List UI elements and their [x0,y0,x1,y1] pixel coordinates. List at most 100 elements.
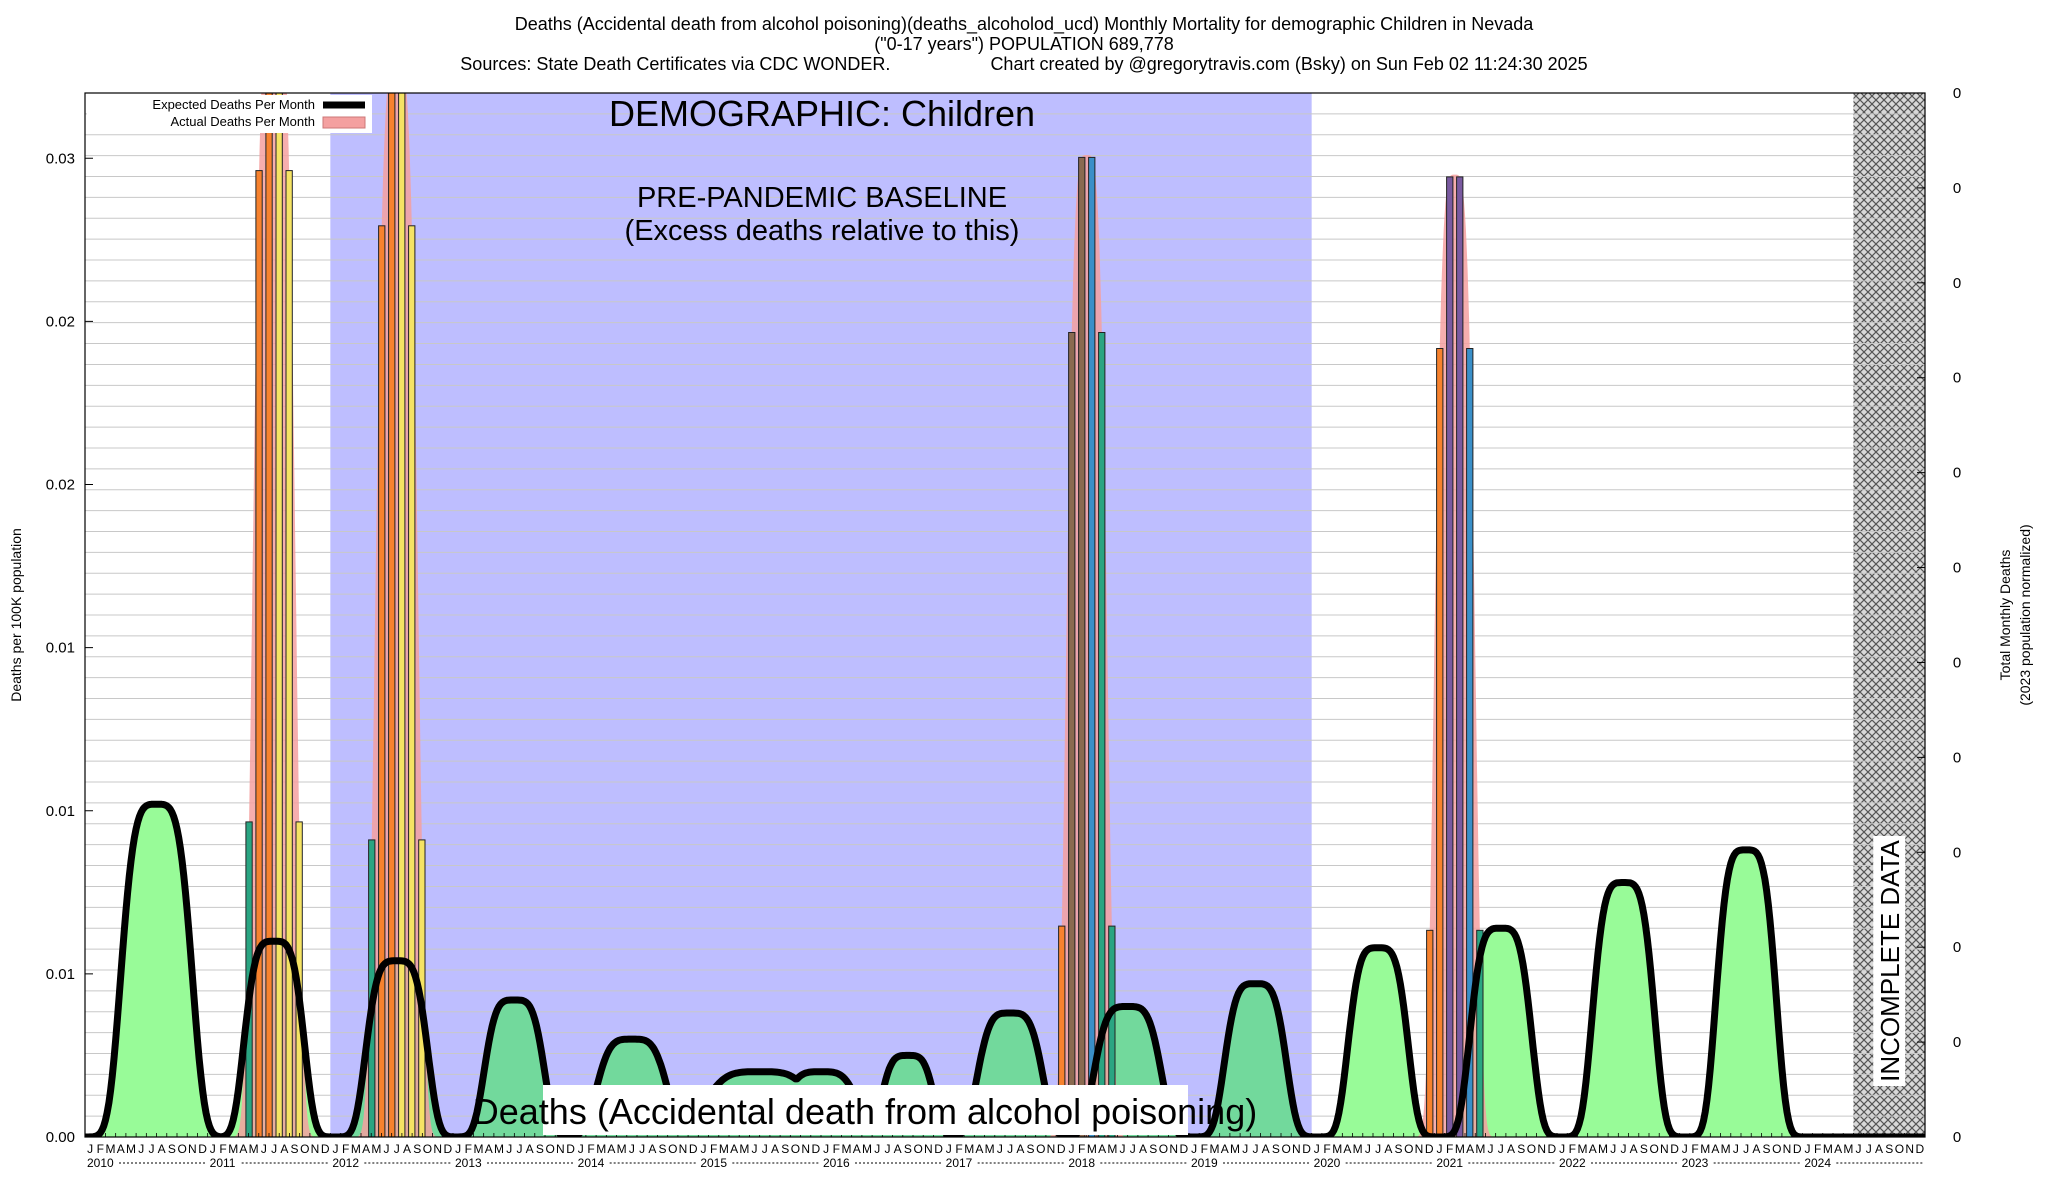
x-month-label: N [1783,1142,1792,1156]
bottom-label: Deaths (Accidental death from alcohol po… [473,1091,1257,1132]
x-month-label: M [1107,1142,1117,1156]
actual-band [1035,155,1138,1137]
x-month-label: J [1856,1142,1862,1156]
x-year-label: 2018 [1068,1156,1095,1170]
y2-axis-label-line1: Total Monthly Deaths [1997,550,2013,681]
x-year-label: 2013 [455,1156,482,1170]
x-month-label: J [1242,1142,1248,1156]
y-tick-label: 0.01 [46,803,75,820]
x-month-label: A [526,1142,534,1156]
y2-tick-label: 0 [1953,1034,1961,1051]
legend-actual-swatch [322,116,366,129]
x-month-label: M [1332,1142,1342,1156]
x-month-label: J [1365,1142,1371,1156]
y-tick-label: 0.01 [46,966,75,983]
x-month-label: M [985,1142,995,1156]
x-month-label: J [997,1142,1003,1156]
x-month-label: D [1057,1142,1066,1156]
expected-line [85,800,1925,1137]
x-month-label: A [1343,1142,1351,1156]
x-month-label: J [384,1142,390,1156]
x-month-label: M [1475,1142,1485,1156]
x-month-label: O [913,1142,922,1156]
x-month-label: N [556,1142,565,1156]
x-month-label: M [964,1142,974,1156]
actual-bar [285,170,293,1137]
x-month-label: D [198,1142,207,1156]
y-axis-label: Deaths per 100K population [8,528,24,702]
x-month-label: M [474,1142,484,1156]
y2-tick-label: 0 [1953,465,1961,482]
y-tick-label: 0.01 [46,640,75,657]
actual-bar [1446,176,1454,1137]
x-month-label: J [138,1142,144,1156]
actual-bar [1068,332,1076,1137]
x-month-label: N [1169,1142,1178,1156]
actual-bar [255,170,263,1137]
chart-subtitle: ("0-17 years") POPULATION 689,778 [874,34,1174,54]
x-month-label: O [1649,1142,1658,1156]
x-month-label: J [752,1142,758,1156]
x-month-label: D [1548,1142,1557,1156]
x-month-label: J [1488,1142,1494,1156]
x-month-label: O [1772,1142,1781,1156]
x-month-label: O [1036,1142,1045,1156]
x-month-label: N [1660,1142,1669,1156]
actual-bar [1436,348,1444,1137]
x-month-label: N [1537,1142,1546,1156]
y2-tick-label: 0 [1953,844,1961,861]
x-month-label: J [700,1142,706,1156]
x-month-label: J [946,1142,952,1156]
x-month-label: F [955,1142,962,1156]
actual-bar [1098,332,1106,1137]
x-month-label: O [300,1142,309,1156]
x-month-label: F [1691,1142,1698,1156]
x-month-label: M [106,1142,116,1156]
x-month-label: S [1640,1142,1648,1156]
x-month-label: M [1455,1142,1465,1156]
x-month-label: F [833,1142,840,1156]
actual-band [1403,174,1506,1137]
x-month-label: N [924,1142,933,1156]
x-month-label: D [321,1142,330,1156]
baseline-annotation-line2: (Excess deaths relative to this) [625,215,1020,247]
x-month-label: J [87,1142,93,1156]
expected-area-after-baseline [1311,849,1925,1137]
x-month-label: M [739,1142,749,1156]
x-month-label: F [342,1142,349,1156]
x-month-label: M [842,1142,852,1156]
x-month-label: A [1466,1142,1474,1156]
x-month-label: S [1517,1142,1525,1156]
x-month-label: M [1823,1142,1833,1156]
x-month-label: D [1425,1142,1434,1156]
x-month-label: M [1598,1142,1608,1156]
x-month-label: S [1763,1142,1771,1156]
y-tick-label: 0.02 [46,477,75,494]
y2-tick-label: 0 [1953,1129,1961,1146]
legend: Expected Deaths Per Month Actual Deaths P… [87,95,372,133]
x-month-label: A [1098,1142,1106,1156]
actual-bar [1088,156,1096,1137]
incomplete-label-box [1873,836,1906,1086]
x-month-label: O [668,1142,677,1156]
x-month-label: A [730,1142,738,1156]
baseline-annotation-line1: PRE-PANDEMIC BASELINE [637,182,1007,214]
actual-bar [378,225,386,1137]
x-month-label: J [639,1142,645,1156]
x-month-label: D [1670,1142,1679,1156]
x-month-label: A [1221,1142,1229,1156]
incomplete-data-label: INCOMPLETE DATA [1875,839,1905,1081]
x-month-label: D [1180,1142,1189,1156]
x-month-label: D [444,1142,453,1156]
x-month-label: J [1682,1142,1688,1156]
x-month-label: M [1230,1142,1240,1156]
actual-bar [275,93,283,1137]
x-year-label: 2017 [946,1156,973,1170]
x-month-label: N [1415,1142,1424,1156]
x-month-label: S [1395,1142,1403,1156]
x-month-label: S [536,1142,544,1156]
x-month-label: J [823,1142,829,1156]
x-month-label: O [1404,1142,1413,1156]
x-month-label: A [239,1142,247,1156]
x-month-label: O [545,1142,554,1156]
